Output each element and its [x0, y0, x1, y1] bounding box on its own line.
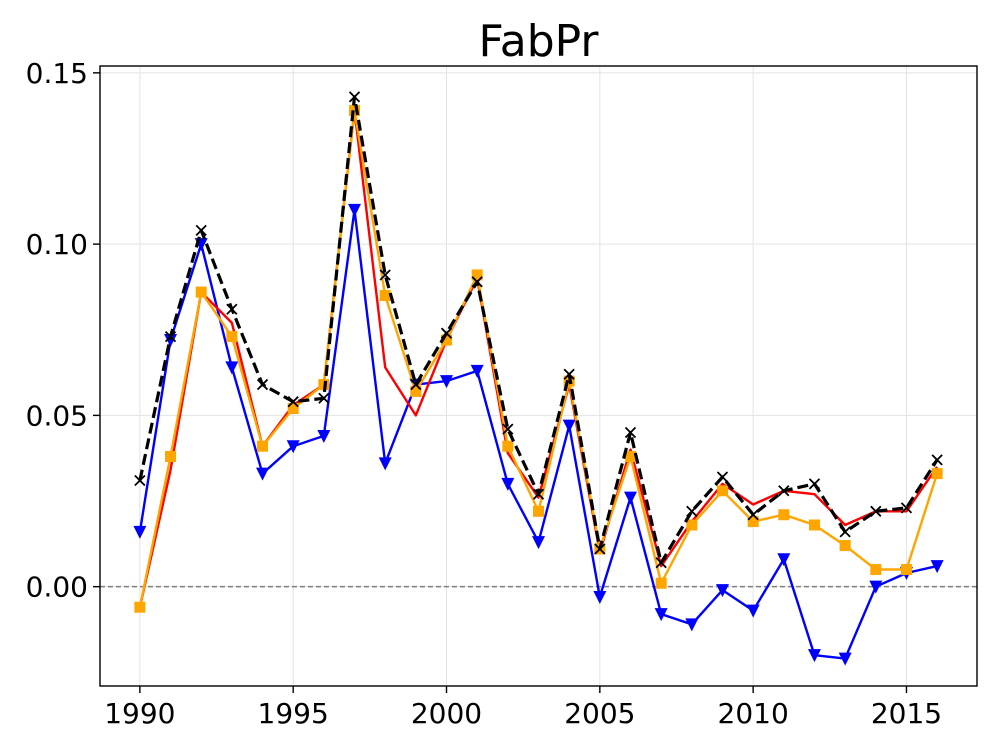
data-point — [930, 560, 944, 574]
data-point — [838, 652, 852, 666]
y-tick-label: 0.15 — [26, 57, 88, 90]
data-point — [655, 557, 667, 569]
data-point — [716, 471, 729, 483]
data-point — [470, 364, 484, 378]
data-point — [134, 474, 146, 487]
data-point — [686, 505, 698, 517]
data-point — [624, 426, 637, 439]
data-point — [440, 375, 454, 389]
x-tick-label: 2000 — [411, 697, 482, 730]
data-point — [164, 330, 177, 343]
data-point — [777, 553, 791, 567]
data-point — [532, 488, 545, 500]
data-point — [165, 450, 177, 462]
x-tick-label: 1995 — [258, 697, 329, 730]
x-tick-label: 2010 — [718, 697, 789, 730]
data-point — [379, 269, 391, 281]
data-point — [747, 509, 759, 521]
data-point — [471, 269, 483, 281]
x-tick-label: 1990 — [104, 697, 175, 730]
data-point — [133, 525, 147, 539]
data-point — [410, 385, 422, 397]
data-point — [440, 327, 453, 339]
y-axis-ticks: 0.00 0.05 0.10 0.15 — [26, 57, 100, 604]
data-point — [471, 276, 483, 288]
data-point — [195, 224, 207, 237]
data-point — [593, 590, 607, 604]
data-point — [716, 485, 728, 497]
data-point — [746, 604, 760, 618]
x-axis-ticks: 1990 1995 2000 2005 2010 2015 — [104, 686, 942, 730]
data-point — [410, 378, 422, 391]
data-point — [318, 392, 330, 404]
data-point — [317, 429, 331, 443]
series-2 — [138, 109, 939, 608]
data-point — [931, 468, 943, 480]
data-point — [654, 608, 668, 622]
data-point — [715, 584, 729, 598]
data-point — [778, 485, 790, 497]
data-point — [778, 509, 790, 521]
data-point — [686, 519, 698, 531]
plot-frame — [99, 65, 978, 687]
series-line — [138, 109, 939, 608]
x-tick-label: 2005 — [564, 697, 635, 730]
chart-title: FabPr — [478, 16, 599, 67]
grid-lines — [100, 66, 977, 686]
x-tick-label: 2015 — [871, 697, 942, 730]
series-line — [138, 95, 939, 565]
data-point — [257, 440, 269, 452]
data-point — [287, 403, 299, 415]
series-4 — [134, 91, 943, 569]
data-point — [256, 467, 270, 481]
data-point — [869, 580, 883, 594]
data-point — [348, 203, 362, 217]
data-point — [502, 440, 514, 452]
data-point — [931, 454, 943, 466]
data-point — [378, 457, 392, 471]
data-point — [655, 577, 667, 589]
data-point — [900, 502, 913, 514]
data-point — [747, 516, 759, 528]
series-1 — [133, 203, 944, 666]
data-point — [807, 649, 821, 663]
data-point — [164, 334, 178, 348]
data-point — [563, 368, 575, 380]
data-point — [286, 440, 300, 454]
data-point — [225, 361, 239, 375]
y-tick-label: 0.05 — [26, 399, 88, 432]
data-point — [226, 331, 238, 343]
data-point — [532, 536, 545, 550]
data-point — [870, 564, 882, 576]
data-point — [226, 303, 238, 315]
series-line — [138, 109, 939, 608]
data-point — [287, 396, 299, 408]
data-point — [256, 378, 269, 391]
data-point — [501, 477, 515, 491]
data-point — [533, 505, 544, 517]
data-point — [502, 423, 514, 435]
series-layer — [133, 91, 944, 666]
data-point — [624, 450, 636, 462]
data-point — [562, 419, 576, 433]
data-point — [685, 618, 699, 632]
data-point — [134, 601, 146, 613]
data-point — [594, 543, 606, 555]
data-point — [839, 526, 851, 538]
data-point — [808, 478, 821, 490]
data-point — [900, 564, 912, 576]
data-point — [441, 334, 453, 346]
data-point — [870, 505, 882, 517]
y-tick-label: 0.00 — [26, 571, 88, 604]
data-point — [839, 540, 851, 552]
data-point — [348, 91, 361, 103]
y-tick-label: 0.10 — [26, 228, 88, 261]
data-point — [379, 290, 391, 302]
data-point — [195, 286, 207, 298]
data-point — [808, 519, 820, 531]
data-point — [623, 491, 637, 505]
